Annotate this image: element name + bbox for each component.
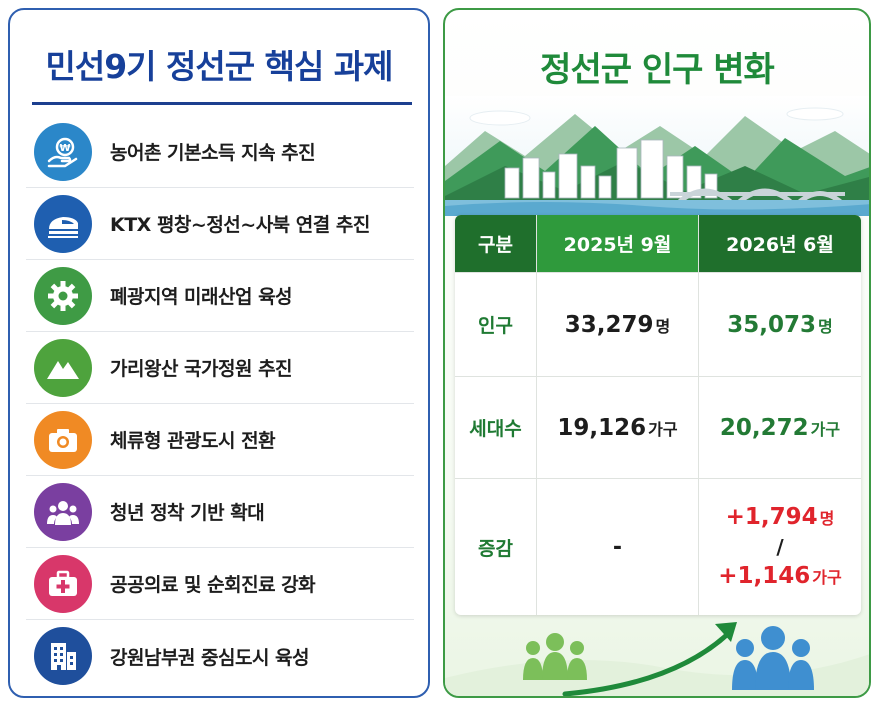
task-label: 폐광지역 미래산업 육성 [110,286,293,308]
task-label: 청년 정착 기반 확대 [110,502,265,524]
task-label: 강원남부권 중심도시 육성 [110,646,310,669]
change-2025: - [537,479,699,615]
table-row-change: 증감 - +1,794 명 / +1,146 가구 [455,479,861,615]
small-group-icon [523,633,587,680]
change-2025-value: - [612,534,623,560]
population-change-value: +1,794 [725,504,818,531]
households-2026-value: 20,272 [719,414,809,441]
task-item-tourism: 체류형 관광도시 전환 [26,404,414,476]
task-item-national-garden: 가리왕산 국가정원 추진 [26,332,414,404]
mountain-city-illustration [445,96,869,216]
task-item-ktx: KTX 평창~정선~사북 연결 추진 [26,188,414,260]
header-2025: 2025년 9월 [537,215,699,272]
table-row-households: 세대수 19,126 가구 20,272 가구 [455,377,861,479]
task-item-future-industry: 폐광지역 미래산업 육성 [26,260,414,332]
mountain-icon [34,338,92,397]
households-2025: 19,126 가구 [537,377,699,478]
row-label-households: 세대수 [455,377,537,478]
change-separator: / [776,534,784,559]
header-2026: 2026년 6월 [699,215,861,272]
task-item-regional-hub: 강원남부권 중심도시 육성 [26,620,414,692]
train-icon [34,194,92,253]
population-table: 구분 2025년 9월 2026년 6월 인구 33,279 명 35,073 명 … [455,215,861,615]
change-2026: +1,794 명 / +1,146 가구 [699,479,861,615]
task-list: ₩ 농어촌 기본소득 지속 추진 KTX 평창~정선~사북 연결 추진 폐광지역… [26,116,414,692]
population-2026: 35,073 명 [699,273,861,376]
task-label: 농어촌 기본소득 지속 추진 [110,142,316,164]
task-label: 공공의료 및 순회진료 강화 [110,574,316,596]
large-group-icon [732,626,814,690]
households-unit: 가구 [810,419,841,439]
key-tasks-title: 민선9기 정선군 핵심 과제 [45,47,393,86]
households-2025-value: 19,126 [557,414,647,441]
table-header-row: 구분 2025년 9월 2026년 6월 [455,215,861,273]
key-tasks-panel: 민선9기 정선군 핵심 과제 ₩ 농어촌 기본소득 지속 추진 KTX 평창~정… [8,8,430,698]
households-change-unit: 가구 [812,567,842,587]
population-unit: 명 [818,316,833,336]
gear-icon [34,266,92,325]
task-item-basic-income: ₩ 농어촌 기본소득 지속 추진 [26,116,414,188]
population-change-panel: 정선군 인구 변화 구분 2025년 9월 2026년 6월 인구 [443,8,871,698]
households-2026: 20,272 가구 [699,377,861,478]
row-label-change: 증감 [455,479,537,615]
table-row-population: 인구 33,279 명 35,073 명 [455,273,861,377]
growth-arrow-icon [562,629,733,696]
camera-icon [34,410,92,469]
population-change-title: 정선군 인구 변화 [540,50,775,90]
row-label-population: 인구 [455,273,537,376]
task-item-public-health: 공공의료 및 순회진료 강화 [26,548,414,620]
group-icon [34,482,92,541]
population-change-unit: 명 [819,509,835,529]
task-label: KTX 평창~정선~사북 연결 추진 [110,214,370,236]
title-underline [32,102,412,105]
population-unit: 명 [655,316,671,336]
population-growth-illustration [445,622,869,696]
header-category: 구분 [455,215,537,272]
task-item-youth: 청년 정착 기반 확대 [26,476,414,548]
task-label: 가리왕산 국가정원 추진 [110,358,293,380]
money-hand-icon: ₩ [34,122,92,181]
population-2026-value: 35,073 [727,311,817,338]
households-unit: 가구 [648,419,678,439]
task-label: 체류형 관광도시 전환 [110,430,276,452]
building-icon [34,627,92,685]
svg-text:₩: ₩ [59,143,70,154]
population-2025: 33,279 명 [537,273,699,376]
population-2025-value: 33,279 [564,311,654,338]
medical-kit-icon [34,554,92,613]
households-change-value: +1,146 [718,562,811,589]
